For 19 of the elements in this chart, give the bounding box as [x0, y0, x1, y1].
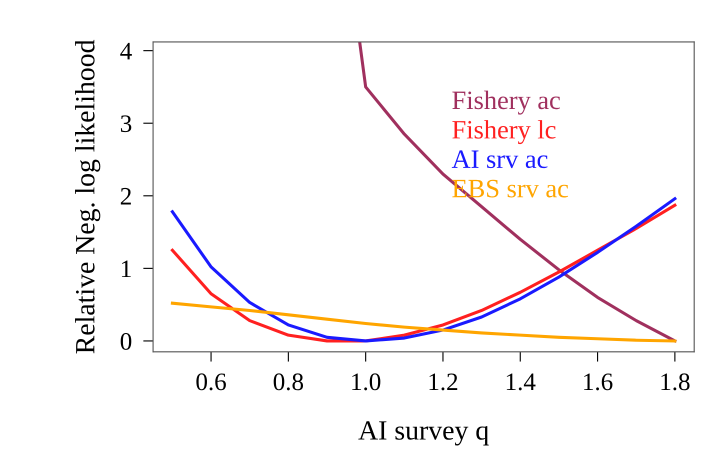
y-tick-label: 3	[120, 115, 132, 132]
line-series	[358, 42, 676, 342]
x-tick-label: 0.8	[274, 373, 304, 390]
text: Fishery lc	[452, 120, 556, 144]
y-tick-label: 0	[120, 332, 132, 350]
x-axis-title: AI survey q	[358, 421, 489, 446]
series-label: Fishery ac	[452, 90, 560, 115]
x-tick-label: 1.6	[584, 373, 612, 390]
x-tick-label: 0.6	[196, 373, 226, 390]
x-tick-label: 1.8	[661, 373, 690, 390]
line-series	[170, 302, 676, 342]
x-tick-label: 1.2	[430, 373, 458, 390]
x-tick-label: 1.0	[352, 373, 380, 390]
text: AI srv ac	[452, 150, 548, 168]
y-tick-label: 1	[122, 260, 131, 278]
y-tick-label: 2	[120, 188, 131, 204]
y-tick-label: 4	[120, 42, 132, 60]
x-tick-label: 1.4	[506, 374, 536, 390]
y-axis-title: Relative Neg. log likelihood	[75, 40, 100, 354]
